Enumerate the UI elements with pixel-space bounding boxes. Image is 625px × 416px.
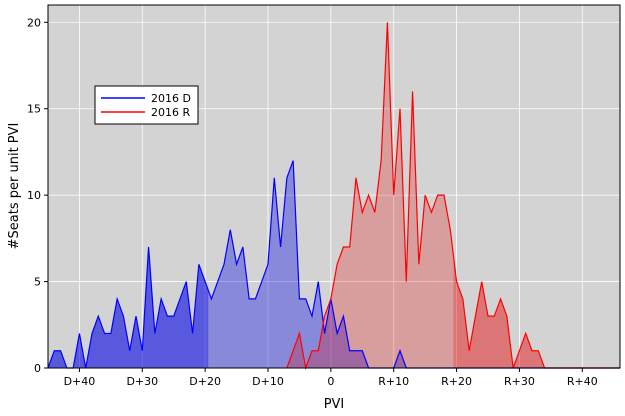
area-2016-r-shade-dark xyxy=(453,255,545,368)
y-tick-label: 5 xyxy=(34,276,41,289)
legend-label-2016-d: 2016 D xyxy=(151,92,191,105)
x-tick-label: D+40 xyxy=(64,375,96,388)
legend-label-2016-r: 2016 R xyxy=(151,106,190,119)
x-tick-label: 0 xyxy=(327,375,334,388)
area-2016-r-shade xyxy=(286,22,545,369)
series-fills xyxy=(48,22,545,369)
x-tick-label: R+10 xyxy=(378,375,409,388)
y-tick-label: 0 xyxy=(34,362,41,375)
y-tick-label: 20 xyxy=(27,16,41,29)
legend-box xyxy=(94,85,199,125)
y-tick-label: 15 xyxy=(27,103,41,116)
y-tick-label: 10 xyxy=(27,189,41,202)
axis-ticks: D+40 D+30 D+20 D+10 0 R+10 R+20 R+30 R+40 0 5 10 15 2… xyxy=(27,16,598,388)
plot-frame xyxy=(47,4,621,369)
x-tick-label: D+20 xyxy=(189,375,221,388)
area-2016-d-shade-dark xyxy=(48,247,209,368)
plot-background xyxy=(48,5,620,368)
x-tick-label: R+20 xyxy=(441,375,472,388)
area-2016-d-shade xyxy=(48,160,413,368)
x-tick-label: R+40 xyxy=(567,375,598,388)
x-tick-label: D+10 xyxy=(252,375,284,388)
legend: 2016 D 2016 R xyxy=(94,85,199,125)
x-axis-title: PVI xyxy=(324,397,345,412)
x-tick-label: D+30 xyxy=(126,375,158,388)
line-2016-r xyxy=(286,22,546,371)
x-tick-label: R+30 xyxy=(504,375,535,388)
line-2016-d xyxy=(47,160,413,369)
y-axis-title: #Seats per unit PVI xyxy=(7,123,22,250)
